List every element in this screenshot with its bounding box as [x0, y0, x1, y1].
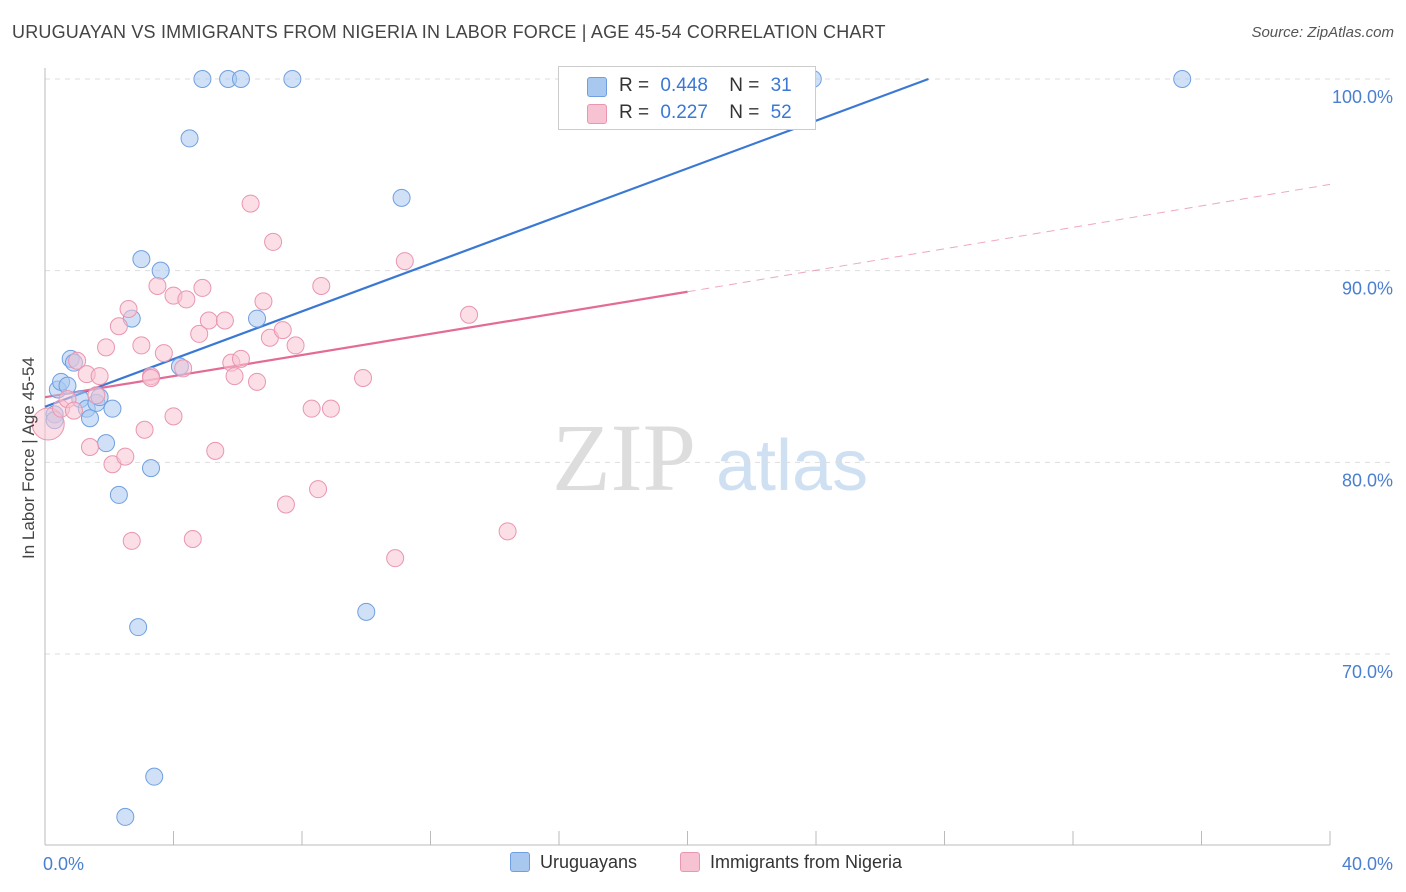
- point-nigeria: [90, 367, 109, 386]
- point-uruguayans: [109, 485, 128, 504]
- legend-label-nigeria: Immigrants from Nigeria: [710, 852, 903, 872]
- point-nigeria: [87, 386, 106, 405]
- point-nigeria: [309, 480, 328, 499]
- legend-label-uruguayans: Uruguayans: [540, 852, 638, 872]
- point-uruguayans: [145, 767, 164, 786]
- point-nigeria: [248, 372, 267, 391]
- r-value: 0.448: [660, 75, 708, 96]
- point-uruguayans: [151, 261, 170, 280]
- point-uruguayans: [193, 70, 212, 88]
- point-nigeria: [154, 344, 173, 363]
- point-uruguayans: [231, 70, 250, 88]
- point-nigeria: [142, 369, 161, 387]
- point-nigeria: [148, 277, 167, 295]
- y-tick-label: 80.0%: [1342, 470, 1393, 490]
- correlation-legend: R = 0.448 N = 31 R = 0.227 N = 52: [558, 66, 816, 130]
- point-uruguayans: [248, 309, 267, 328]
- point-nigeria: [183, 530, 202, 548]
- point-uruguayans: [97, 434, 116, 453]
- legend-swatch-uruguayans: [510, 852, 530, 872]
- point-uruguayans: [392, 188, 411, 207]
- point-nigeria: [225, 367, 244, 386]
- n-label: N =: [729, 102, 760, 123]
- trend-line-uruguayans: [44, 77, 929, 408]
- point-uruguayans: [283, 70, 302, 88]
- point-nigeria: [190, 324, 209, 343]
- point-uruguayans: [1173, 70, 1192, 88]
- n-value: 31: [770, 75, 792, 96]
- x-tick-label-max: 40.0%: [1342, 854, 1393, 874]
- point-nigeria: [395, 252, 414, 271]
- point-uruguayans: [142, 459, 161, 478]
- point-nigeria: [273, 321, 292, 340]
- r-label: R =: [619, 75, 650, 96]
- source-label: Source: ZipAtlas.com: [1251, 24, 1394, 41]
- point-uruguayans: [180, 129, 199, 148]
- point-uruguayans: [80, 409, 99, 428]
- axes: 70.0% 80.0% 90.0% 100.0% 0.0% 40.0%: [43, 68, 1393, 874]
- point-nigeria: [241, 194, 260, 213]
- point-uruguayans: [129, 618, 148, 637]
- point-nigeria: [164, 407, 183, 426]
- point-nigeria: [119, 300, 138, 318]
- legend-swatch-nigeria: [587, 104, 607, 124]
- point-nigeria: [97, 338, 116, 357]
- point-nigeria: [206, 441, 225, 460]
- point-nigeria: [254, 292, 273, 311]
- y-axis-title: In Labor Force | Age 45-54: [19, 357, 38, 559]
- chart-title: URUGUAYAN VS IMMIGRANTS FROM NIGERIA IN …: [12, 22, 886, 42]
- point-nigeria: [460, 305, 479, 324]
- point-nigeria: [68, 351, 87, 370]
- n-label: N =: [729, 75, 760, 96]
- point-nigeria: [193, 278, 212, 297]
- point-nigeria: [321, 399, 340, 418]
- y-tick-label: 100.0%: [1332, 87, 1393, 107]
- legend-item-nigeria: Immigrants from Nigeria: [680, 852, 902, 873]
- point-uruguayans: [132, 250, 151, 269]
- point-nigeria: [177, 290, 196, 309]
- data-points: [31, 70, 1192, 826]
- point-nigeria: [109, 317, 128, 336]
- legend-swatch-uruguayans: [587, 77, 607, 97]
- point-nigeria: [64, 401, 83, 420]
- point-nigeria: [498, 522, 517, 541]
- point-nigeria: [386, 549, 405, 568]
- point-nigeria: [122, 531, 141, 550]
- r-label: R =: [619, 102, 650, 123]
- point-nigeria: [174, 359, 193, 378]
- point-nigeria: [215, 311, 234, 330]
- point-nigeria: [276, 495, 295, 514]
- point-nigeria: [312, 277, 331, 295]
- point-nigeria: [264, 232, 283, 251]
- r-value: 0.227: [660, 102, 708, 123]
- point-nigeria: [135, 420, 154, 439]
- point-nigeria: [132, 336, 151, 355]
- grid-lines: [45, 78, 1395, 655]
- point-nigeria: [286, 336, 305, 355]
- point-nigeria: [199, 311, 218, 330]
- point-nigeria: [231, 349, 250, 368]
- n-value: 52: [770, 102, 792, 123]
- y-tick-label: 70.0%: [1342, 662, 1393, 682]
- point-nigeria: [80, 438, 99, 456]
- legend-swatch-nigeria: [680, 852, 700, 872]
- y-tick-label: 90.0%: [1342, 279, 1393, 299]
- x-tick-label-min: 0.0%: [43, 854, 84, 874]
- point-nigeria: [302, 399, 321, 418]
- point-nigeria: [116, 447, 135, 466]
- watermark-zip: ZIP: [552, 404, 696, 511]
- watermark-atlas: atlas: [716, 426, 868, 506]
- trend-line-nigeria-extension: [687, 183, 1331, 293]
- legend-item-uruguayans: Uruguayans: [510, 852, 637, 873]
- point-uruguayans: [357, 602, 376, 621]
- point-uruguayans: [103, 399, 122, 418]
- point-nigeria: [354, 369, 373, 387]
- point-uruguayans: [116, 807, 135, 826]
